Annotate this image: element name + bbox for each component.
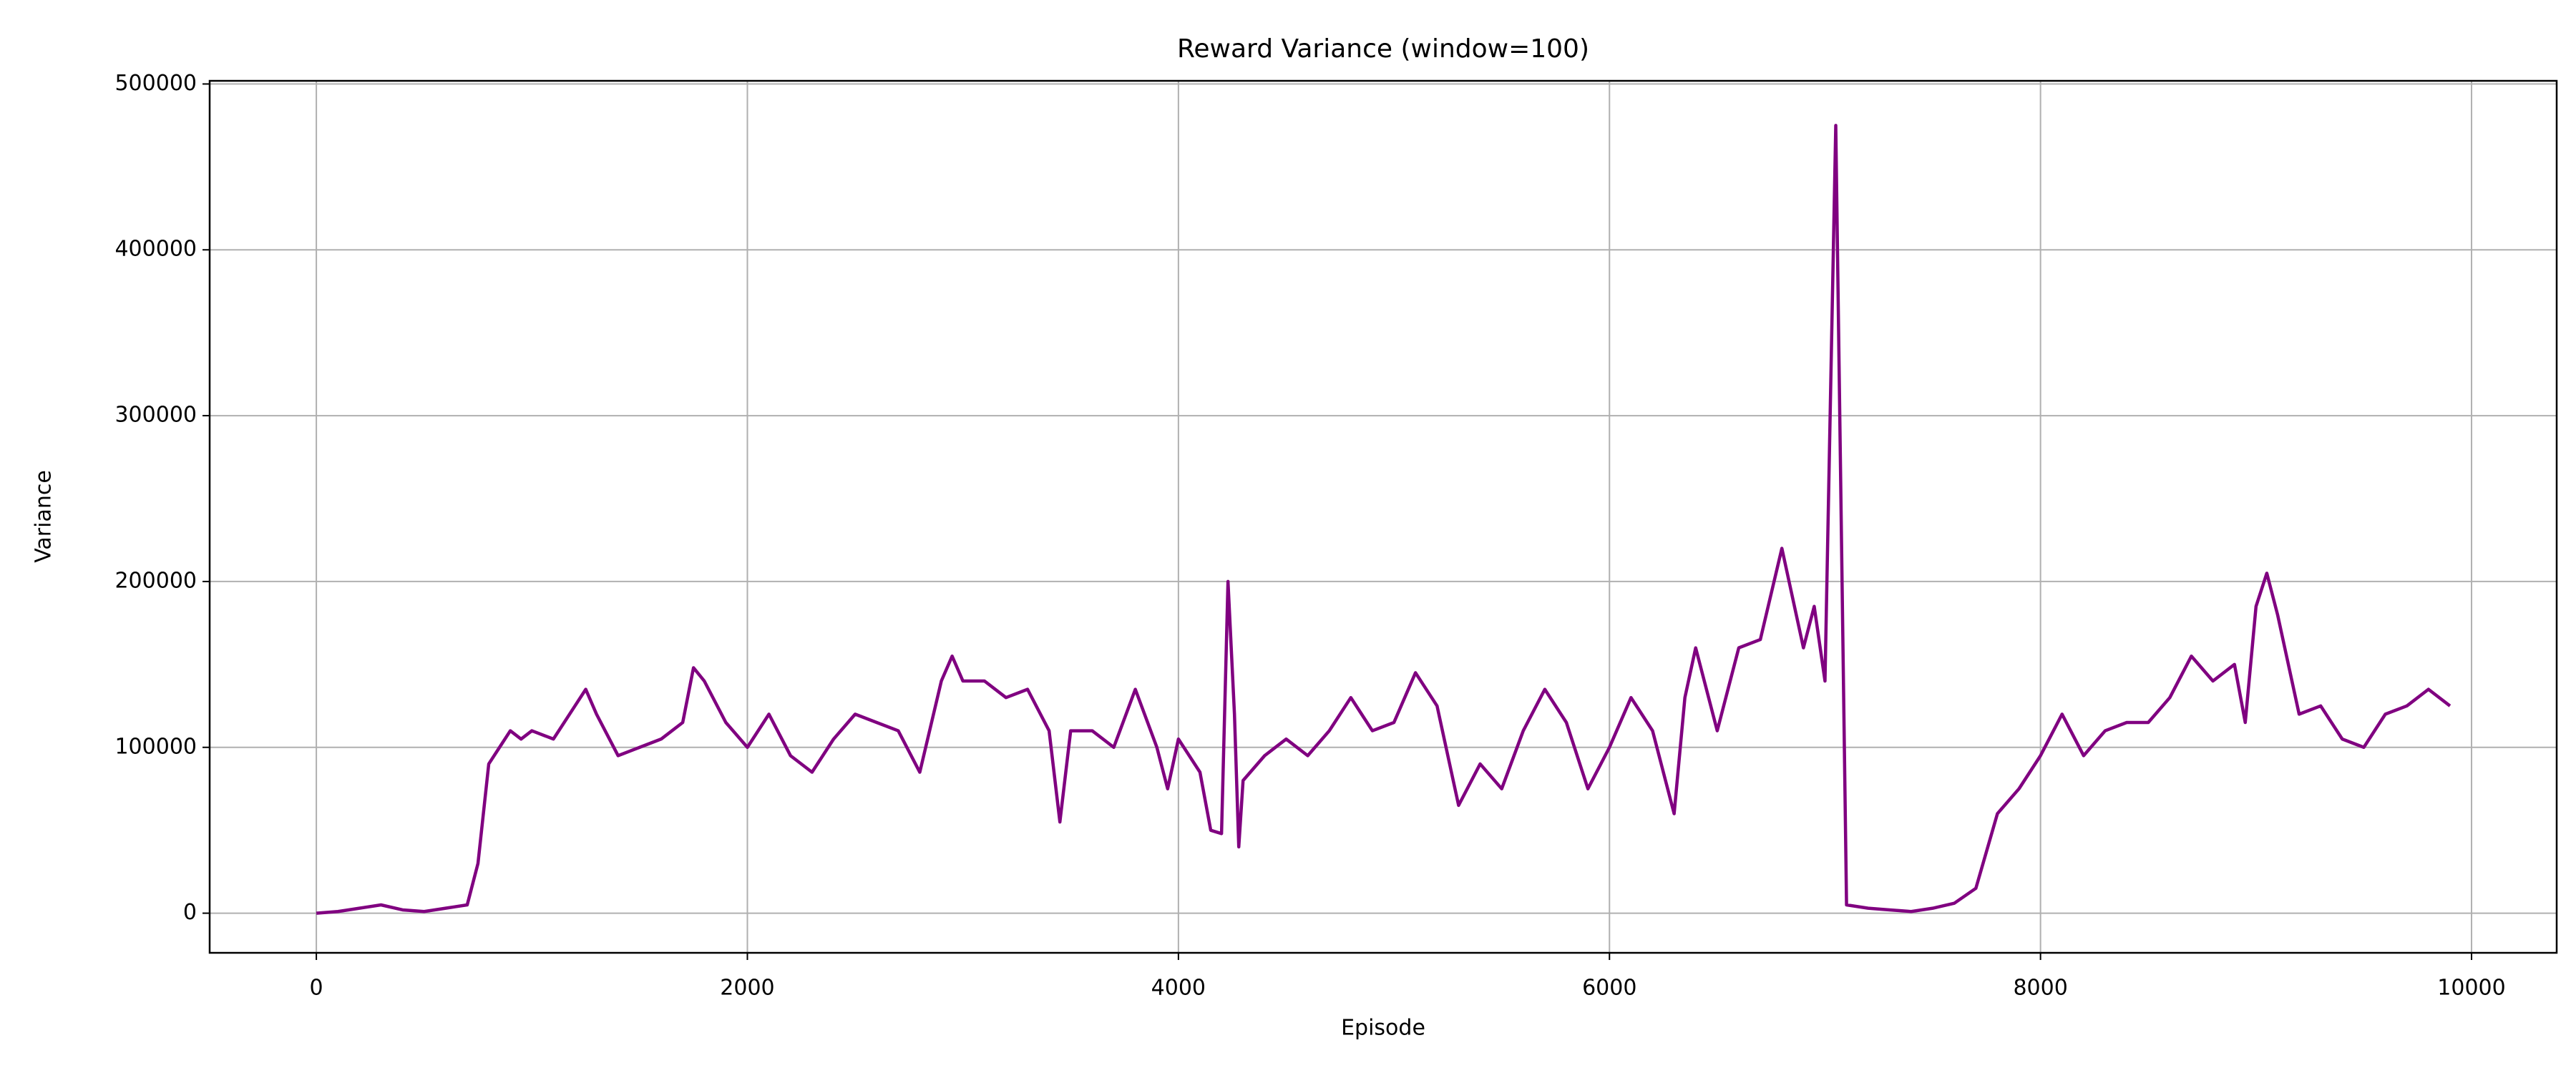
x-tick-label: 6000 (1582, 976, 1636, 1001)
x-tick-label: 0 (310, 976, 323, 1001)
x-tick-label: 10000 (2437, 976, 2505, 1001)
chart-title: Reward Variance (window=100) (1177, 34, 1589, 64)
y-axis-label: Variance (31, 470, 57, 563)
y-tick-label: 400000 (114, 237, 197, 262)
x-tick-label: 4000 (1151, 976, 1206, 1001)
y-tick-label: 200000 (114, 568, 197, 593)
y-tick-label: 0 (183, 900, 197, 925)
plot-frame (208, 79, 2558, 954)
x-tick-label: 2000 (720, 976, 774, 1001)
data-line (316, 124, 2451, 915)
x-axis-label: Episode (1341, 1016, 1425, 1041)
y-tick-label: 300000 (114, 403, 197, 428)
x-tick-label: 8000 (2013, 976, 2067, 1001)
y-tick-label: 500000 (114, 71, 197, 96)
y-tick-label: 100000 (114, 734, 197, 759)
